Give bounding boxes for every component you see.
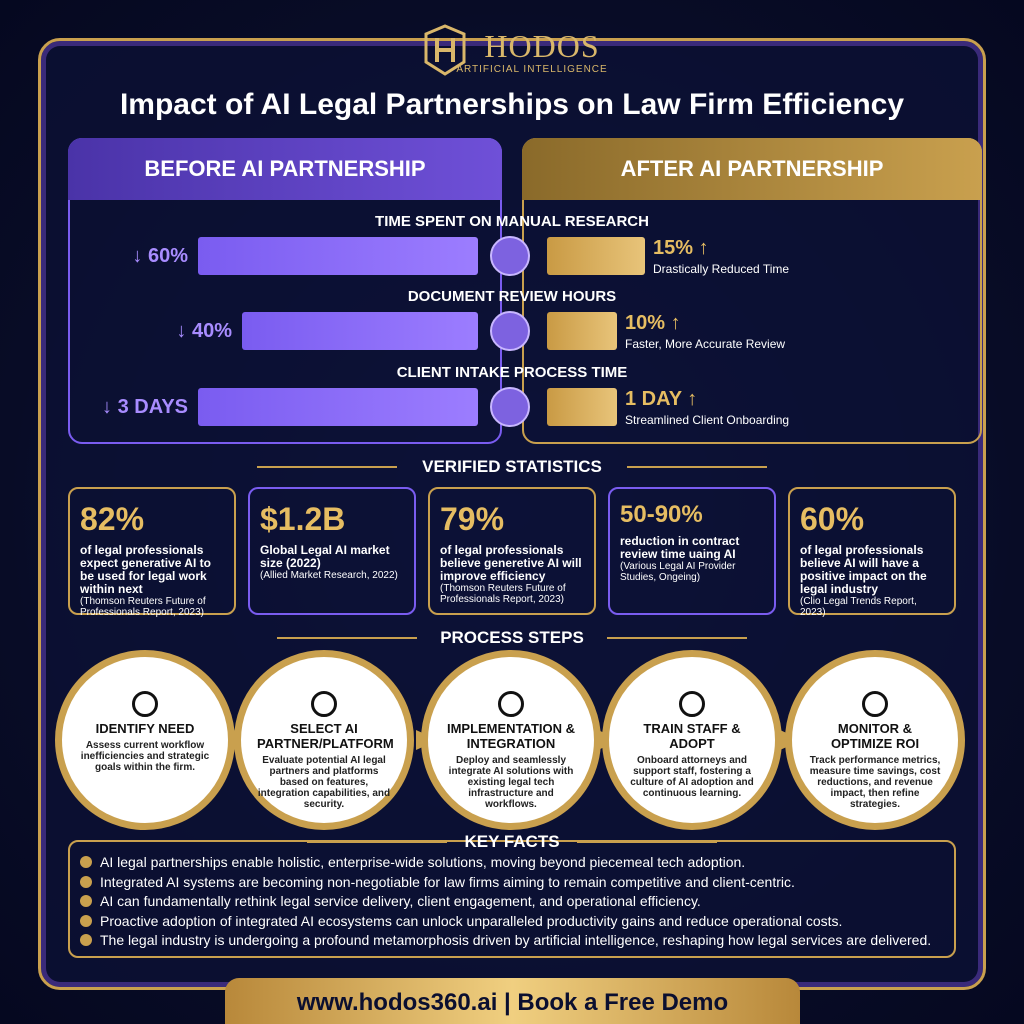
stat-text: of legal professionals believe generetiv… bbox=[440, 543, 582, 583]
stat-card: 50-90% reduction in contract review time … bbox=[608, 487, 776, 615]
step-text: Evaluate potential AI legal partners and… bbox=[257, 755, 391, 810]
stat-value: 79% bbox=[440, 501, 505, 537]
check-icon bbox=[80, 875, 92, 888]
metric-title: CLIENT INTAKE PROCESS TIME bbox=[396, 364, 628, 381]
section-heading: VERIFIED STATISTICS bbox=[422, 457, 602, 476]
step-text: Onboard attorneys and support staff, fos… bbox=[630, 755, 754, 799]
stat-source: (Allied Market Research, 2022) bbox=[260, 570, 398, 581]
metric-icon bbox=[490, 311, 530, 351]
metric-icon bbox=[490, 236, 530, 276]
after-value: 10% ↑ bbox=[625, 312, 681, 334]
after-note: Streamlined Client Onboarding bbox=[625, 413, 790, 427]
check-icon bbox=[80, 914, 92, 927]
stat-text: of legal professionals believe AI will h… bbox=[800, 543, 927, 596]
check-icon bbox=[80, 934, 92, 946]
key-fact: The legal industry is undergoing a profo… bbox=[80, 932, 931, 948]
before-bar bbox=[242, 312, 478, 350]
after-note: Faster, More Accurate Review bbox=[625, 337, 786, 351]
key-fact: AI legal partnerships enable holistic, e… bbox=[80, 854, 745, 870]
stat-source: (Thomson Reuters Future of Professionals… bbox=[80, 596, 206, 618]
step-title: TRAIN STAFF & ADOPT bbox=[643, 721, 741, 751]
before-value: ↓ 60% bbox=[132, 245, 188, 267]
fact-text: AI legal partnerships enable holistic, e… bbox=[100, 854, 746, 870]
step-icon bbox=[498, 691, 524, 717]
after-value: 15% ↑ bbox=[653, 237, 709, 259]
stat-card: 82% of legal professionals expect generat… bbox=[68, 487, 236, 618]
process-step: IDENTIFY NEED Assess current workflow ine… bbox=[55, 650, 235, 830]
brand: HODOS bbox=[484, 28, 600, 64]
stat-text: of legal professionals expect generative… bbox=[80, 543, 211, 596]
check-icon bbox=[80, 856, 92, 868]
section-line bbox=[257, 466, 397, 468]
step-icon bbox=[862, 691, 888, 717]
tagline: ARTIFICIAL INTELLIGENCE bbox=[456, 64, 608, 75]
step-icon bbox=[679, 691, 705, 717]
step-text: Track performance metrics, measure time … bbox=[809, 755, 941, 810]
process-step: MONITOR & OPTIMIZE ROI Track performance … bbox=[785, 650, 965, 830]
before-bar bbox=[198, 388, 478, 426]
key-fact: AI can fundamentally rethink legal servi… bbox=[80, 893, 701, 909]
section-heading: KEY FACTS bbox=[464, 832, 560, 851]
fact-text: AI can fundamentally rethink legal servi… bbox=[100, 893, 701, 909]
after-bar bbox=[547, 388, 617, 426]
step-text: Deploy and seamlessly integrate AI solut… bbox=[448, 755, 574, 810]
process-step: SELECT AI PARTNER/PLATFORM Evaluate poten… bbox=[234, 650, 414, 830]
after-bar bbox=[547, 312, 617, 350]
stat-value: 60% bbox=[800, 501, 865, 537]
fact-text: Integrated AI systems are becoming non-n… bbox=[100, 873, 795, 890]
section-heading: PROCESS STEPS bbox=[440, 628, 584, 647]
after-value: 1 DAY ↑ bbox=[625, 388, 698, 410]
footer[interactable]: www.hodos360.ai | Book a Free Demo bbox=[225, 978, 800, 1024]
step-title: SELECT AI PARTNER/PLATFORM bbox=[257, 721, 394, 751]
fact-text: Proactive adoption of integrated AI ecos… bbox=[100, 912, 843, 929]
section-line bbox=[577, 841, 717, 843]
process-step: TRAIN STAFF & ADOPT Onboard attorneys and… bbox=[602, 650, 782, 830]
section-line bbox=[277, 637, 417, 639]
step-icon bbox=[132, 691, 158, 717]
step-title: IMPLEMENTATION & INTEGRATION bbox=[446, 721, 576, 751]
check-icon bbox=[80, 895, 92, 907]
stat-source: (Clio Legal Trends Report, 2023) bbox=[800, 596, 917, 618]
stat-text: Global Legal AI market size (2022) bbox=[260, 543, 390, 570]
logo-mark bbox=[424, 24, 466, 76]
stat-card: $1.2B Global Legal AI market size (2022)(… bbox=[248, 487, 416, 615]
key-fact: Proactive adoption of integrated AI ecos… bbox=[80, 913, 842, 929]
key-facts-box bbox=[68, 840, 956, 958]
before-value: ↓ 40% bbox=[176, 320, 232, 342]
key-fact: Integrated AI systems are becoming non-n… bbox=[80, 874, 795, 890]
stat-text: reduction in contract review time uaing … bbox=[620, 534, 740, 561]
step-icon bbox=[311, 691, 337, 717]
stat-card: 60% of legal professionals believe AI wil… bbox=[788, 487, 956, 618]
step-title: MONITOR & OPTIMIZE ROI bbox=[830, 721, 920, 751]
stat-value: $1.2B bbox=[260, 501, 346, 537]
before-tab: BEFORE AI PARTNERSHIP bbox=[68, 138, 502, 200]
metric-title: DOCUMENT REVIEW HOURS bbox=[407, 288, 617, 305]
fact-text: The legal industry is undergoing a profo… bbox=[100, 932, 932, 948]
title: Impact of AI Legal Partnerships on Law F… bbox=[119, 88, 905, 121]
stat-card: 79% of legal professionals believe genere… bbox=[428, 487, 596, 615]
before-value: ↓ 3 DAYS bbox=[102, 396, 188, 418]
after-note: Drastically Reduced Time bbox=[653, 262, 790, 276]
step-text: Assess current workflow inefficiencies a… bbox=[80, 740, 210, 773]
stat-source: (Various Legal AI Provider Studies, Onge… bbox=[620, 561, 736, 583]
section-line bbox=[627, 466, 767, 468]
stat-value: 50-90% bbox=[620, 501, 703, 528]
metric-icon bbox=[490, 387, 530, 427]
stat-value: 82% bbox=[80, 501, 145, 537]
after-bar bbox=[547, 237, 645, 275]
metric-title: TIME SPENT ON MANUAL RESEARCH bbox=[375, 213, 649, 230]
step-title: IDENTIFY NEED bbox=[95, 721, 195, 736]
section-line bbox=[607, 637, 747, 639]
before-bar bbox=[198, 237, 478, 275]
after-tab: AFTER AI PARTNERSHIP bbox=[522, 138, 982, 200]
stat-source: (Thomson Reuters Future of Professionals… bbox=[440, 583, 566, 605]
section-line bbox=[307, 841, 447, 843]
process-step: IMPLEMENTATION & INTEGRATION Deploy and s… bbox=[421, 650, 601, 830]
